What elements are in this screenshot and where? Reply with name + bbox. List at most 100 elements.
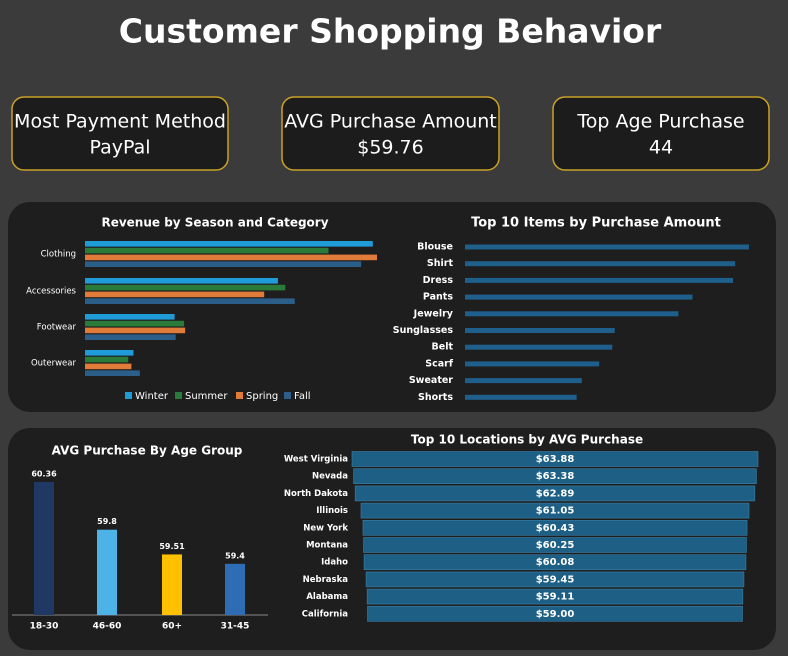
legend-swatch (125, 392, 132, 399)
bar (85, 356, 129, 363)
value-label: $63.88 (536, 454, 575, 465)
bar (465, 361, 600, 367)
bar (465, 344, 613, 350)
category-label: California (302, 609, 348, 619)
kpi-label: Top Age Purchase (576, 111, 744, 133)
category-label: Shorts (418, 392, 453, 403)
legend-label: Winter (135, 391, 169, 402)
chart-title: AVG Purchase By Age Group (52, 444, 243, 458)
category-label: North Dakota (284, 489, 348, 499)
bar (465, 394, 577, 400)
category-label: Accessories (26, 287, 76, 297)
bar (85, 327, 186, 334)
bar (354, 485, 756, 502)
value-label: $59.00 (536, 609, 575, 620)
bar (465, 294, 693, 300)
bar (85, 261, 362, 267)
chart-title: Top 10 Items by Purchase Amount (471, 216, 721, 231)
bar (366, 588, 744, 605)
kpi-label: AVG Purchase Amount (284, 111, 497, 133)
kpi-card (11, 96, 229, 171)
legend-label: Fall (294, 391, 311, 402)
category-label: 31-45 (221, 622, 250, 632)
bar (85, 370, 140, 376)
bar (465, 277, 734, 283)
bar (85, 291, 265, 298)
legend-label: Summer (185, 391, 228, 402)
bar (85, 363, 132, 370)
bar (85, 334, 176, 340)
bar (360, 502, 750, 519)
chart-title: Top 10 Locations by AVG Purchase (411, 433, 643, 447)
bar (85, 241, 373, 247)
category-label: Belt (432, 342, 454, 353)
category-label: Idaho (321, 558, 348, 568)
category-label: 60+ (162, 622, 182, 632)
category-label: Shirt (427, 258, 454, 269)
kpi-card (281, 96, 500, 171)
chart-title: Revenue by Season and Category (101, 216, 328, 230)
value-label: $61.05 (536, 506, 575, 517)
value-label: $60.08 (536, 557, 575, 568)
bar (465, 311, 679, 317)
kpi-value: $59.76 (357, 137, 423, 159)
legend-swatch (284, 392, 291, 399)
category-label: Sweater (409, 375, 453, 386)
bar (97, 529, 117, 615)
bar (351, 451, 759, 467)
bar (363, 554, 747, 571)
bar (465, 244, 749, 250)
bar (367, 605, 743, 622)
bar (465, 328, 615, 333)
category-label: Alabama (306, 592, 348, 602)
bar (85, 298, 295, 304)
value-label: $63.38 (536, 471, 575, 482)
dashboard-title: Customer Shopping Behavior (119, 12, 662, 51)
bar (85, 314, 175, 320)
bar (363, 537, 747, 553)
category-label: Nevada (312, 472, 348, 482)
category-label: Nebraska (303, 575, 349, 585)
bar (85, 320, 185, 327)
kpi-value: PayPal (89, 137, 150, 159)
kpi-label: Most Payment Method (14, 111, 226, 133)
category-label: Scarf (425, 358, 454, 369)
bar (465, 261, 736, 267)
value-label: 59.8 (97, 517, 117, 526)
value-label: 59.51 (159, 542, 185, 551)
kpi-card (552, 96, 770, 171)
category-label: Jewelry (413, 308, 454, 319)
bar (225, 563, 245, 615)
category-label: 18-30 (30, 622, 59, 632)
category-label: New York (303, 523, 348, 533)
bar (465, 378, 582, 384)
bar (34, 481, 54, 615)
value-label: $59.11 (536, 592, 575, 603)
category-label: Footwear (37, 323, 77, 333)
category-label: Illinois (316, 506, 348, 516)
category-label: Clothing (41, 250, 76, 260)
value-label: $60.43 (536, 523, 575, 534)
bar (85, 247, 329, 254)
bar (85, 350, 134, 356)
bar (365, 571, 745, 588)
bar (85, 278, 278, 284)
value-label: 59.4 (225, 551, 245, 560)
bar (362, 519, 748, 536)
category-label: West Virginia (284, 455, 348, 465)
kpi-value: 44 (649, 137, 673, 159)
value-label: $59.45 (536, 574, 575, 585)
panel (8, 202, 776, 412)
legend-label: Spring (246, 391, 278, 402)
category-label: 46-60 (93, 622, 122, 632)
category-label: Montana (306, 541, 348, 551)
value-label: $60.25 (536, 540, 575, 551)
category-label: Blouse (417, 242, 453, 253)
category-label: Pants (423, 292, 453, 303)
value-label: $62.89 (536, 488, 575, 499)
bar (85, 284, 286, 291)
bar (85, 254, 377, 261)
category-label: Outerwear (31, 359, 77, 369)
